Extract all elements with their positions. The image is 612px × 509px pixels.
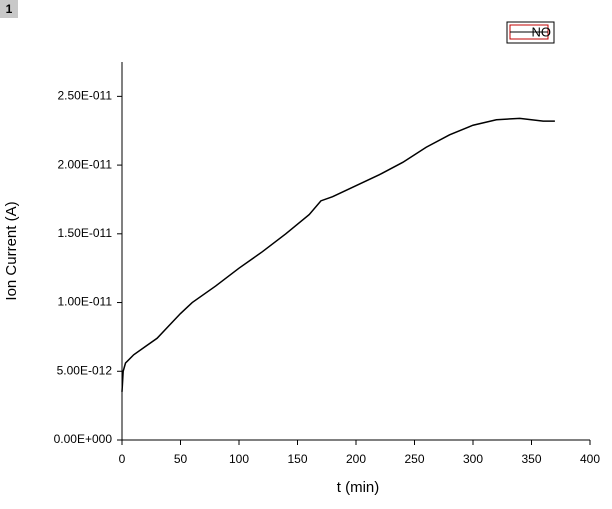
x-tick-label: 0 <box>119 452 126 466</box>
panel-label: 1 <box>6 2 13 16</box>
x-tick-label: 100 <box>229 452 249 466</box>
x-tick-label: 400 <box>580 452 600 466</box>
data-line <box>121 117 555 392</box>
x-tick-label: 350 <box>521 452 541 466</box>
x-tick-label: 200 <box>346 452 366 466</box>
x-tick-label: 250 <box>404 452 424 466</box>
x-tick-label: 50 <box>174 452 188 466</box>
y-axis-label: Ion Current (A) <box>3 201 20 300</box>
x-tick-label: 150 <box>287 452 307 466</box>
legend-label: NO <box>532 24 552 39</box>
y-tick-label: 2.50E-011 <box>58 89 113 103</box>
x-axis-label: t (min) <box>337 479 380 496</box>
y-tick-label: 5.00E-012 <box>57 363 113 377</box>
x-tick-label: 300 <box>463 452 483 466</box>
panel-badge <box>0 0 18 18</box>
y-tick-label: 2.00E-011 <box>58 157 113 171</box>
y-tick-label: 0.00E+000 <box>54 432 113 446</box>
y-tick-label: 1.50E-011 <box>58 226 113 240</box>
y-tick-label: 1.00E-011 <box>58 295 113 309</box>
